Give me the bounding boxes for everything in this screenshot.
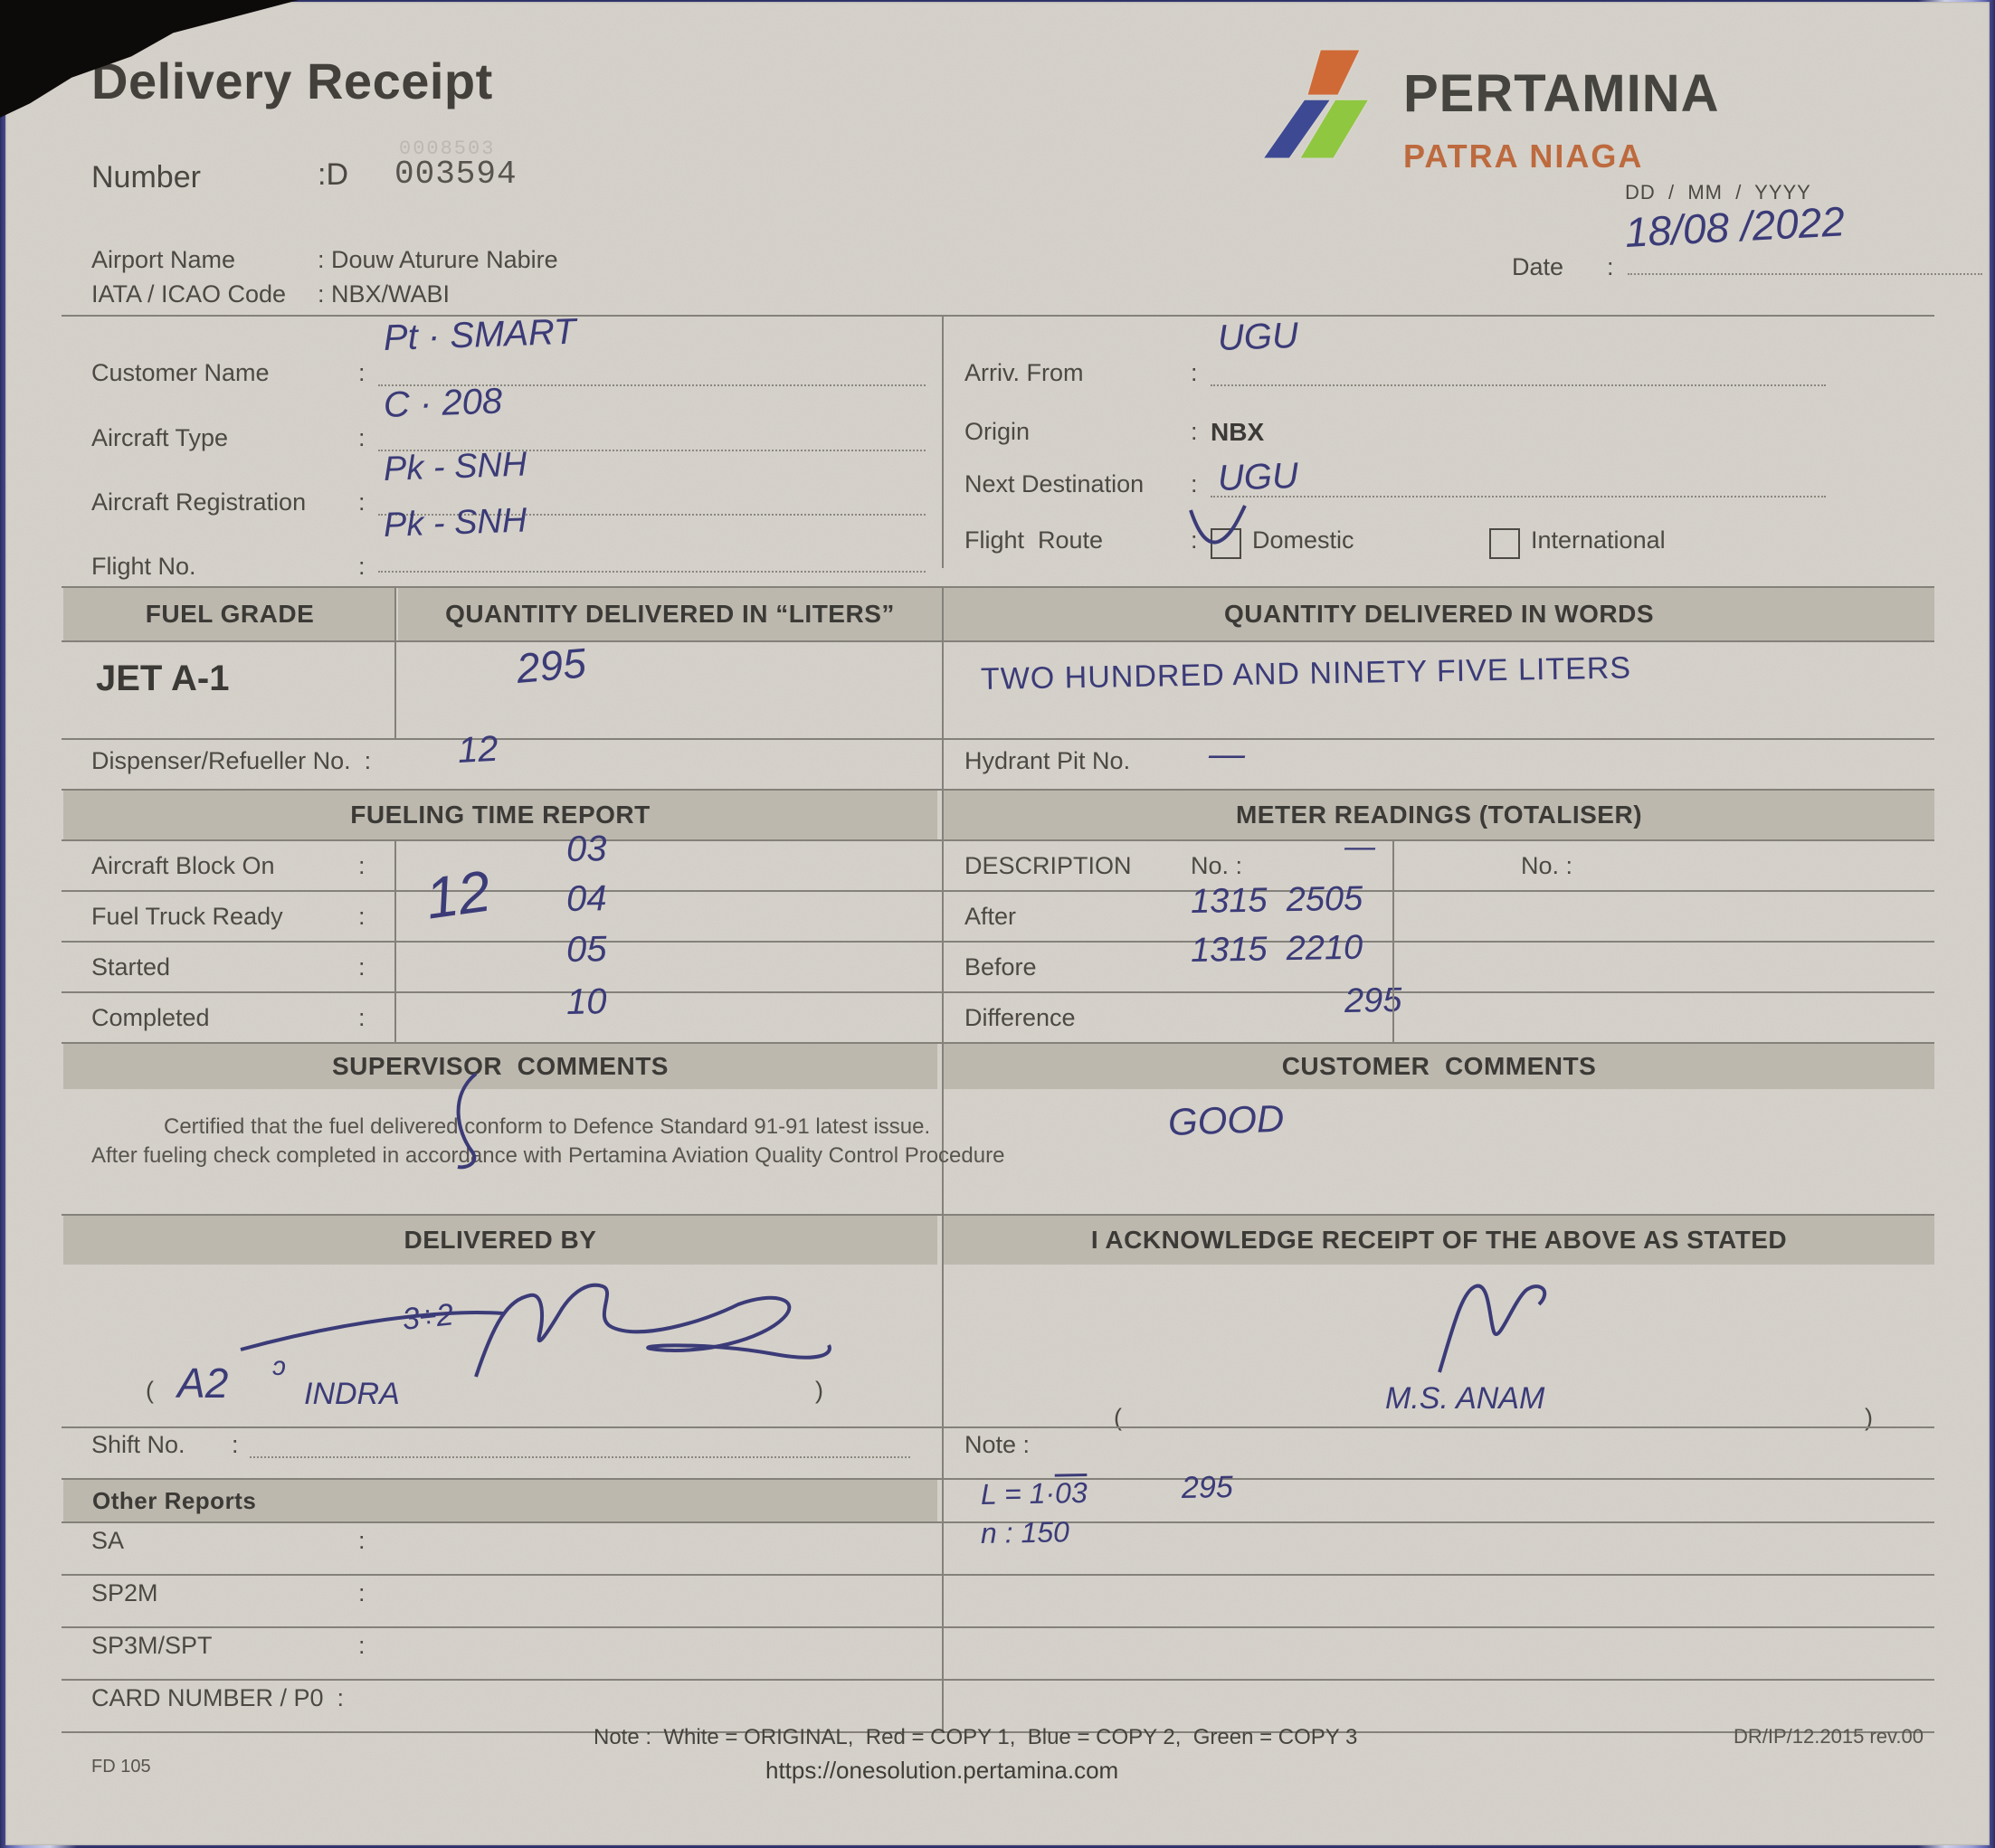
svg-text:3÷2: 3÷2 [401,1297,455,1337]
